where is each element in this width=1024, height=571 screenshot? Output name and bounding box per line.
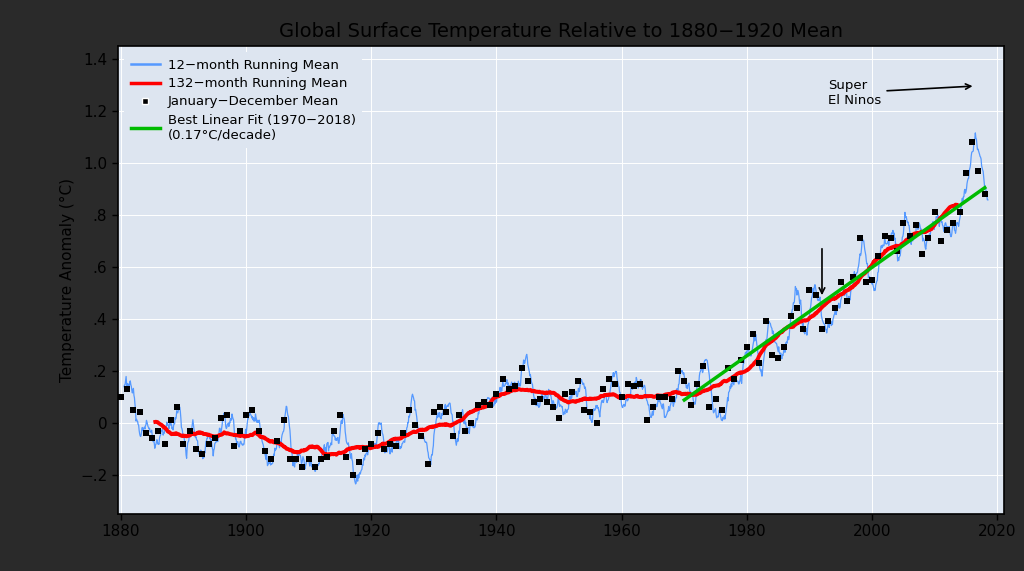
- Point: [601, 374, 617, 383]
- Point: [332, 411, 348, 420]
- Point: [551, 413, 567, 422]
- Point: [187, 444, 204, 453]
- Point: [651, 392, 668, 401]
- Point: [213, 413, 229, 422]
- Point: [138, 429, 155, 438]
- Point: [776, 343, 793, 352]
- Point: [620, 379, 636, 388]
- Point: [151, 426, 167, 435]
- Text: Super
El Ninos: Super El Ninos: [828, 78, 971, 107]
- Point: [744, 330, 761, 339]
- Point: [964, 138, 980, 147]
- Point: [845, 272, 861, 282]
- Point: [782, 312, 799, 321]
- Point: [814, 325, 830, 334]
- Point: [370, 429, 386, 438]
- Point: [957, 168, 974, 178]
- Point: [701, 403, 718, 412]
- Point: [632, 379, 648, 388]
- Title: Global Surface Temperature Relative to 1880−1920 Mean: Global Surface Temperature Relative to 1…: [279, 22, 843, 41]
- Point: [307, 463, 324, 472]
- Point: [125, 405, 141, 415]
- Point: [688, 379, 705, 388]
- Point: [169, 403, 185, 412]
- Point: [758, 317, 774, 326]
- Point: [977, 190, 993, 199]
- Point: [738, 343, 755, 352]
- Point: [382, 439, 398, 448]
- Point: [201, 439, 217, 448]
- Point: [231, 426, 248, 435]
- Point: [714, 405, 730, 415]
- Point: [795, 325, 811, 334]
- Point: [420, 460, 436, 469]
- Point: [313, 455, 330, 464]
- Point: [251, 426, 267, 435]
- Point: [858, 278, 874, 287]
- Point: [157, 439, 173, 448]
- Point: [933, 236, 949, 246]
- Point: [257, 447, 273, 456]
- Point: [820, 317, 837, 326]
- Point: [732, 356, 749, 365]
- Point: [444, 431, 461, 440]
- Point: [300, 455, 316, 464]
- Point: [851, 234, 867, 243]
- Point: [921, 234, 937, 243]
- Point: [476, 397, 493, 407]
- Point: [626, 382, 642, 391]
- Point: [282, 455, 298, 464]
- Point: [294, 463, 310, 472]
- Point: [275, 416, 292, 425]
- Point: [407, 421, 423, 430]
- Point: [344, 471, 360, 480]
- Point: [914, 249, 931, 258]
- Point: [664, 395, 680, 404]
- Point: [195, 449, 211, 459]
- Point: [288, 455, 304, 464]
- Point: [764, 351, 780, 360]
- Point: [676, 377, 692, 386]
- Point: [451, 411, 467, 420]
- Point: [131, 408, 147, 417]
- Point: [901, 231, 918, 240]
- Point: [470, 400, 486, 409]
- Point: [951, 208, 968, 217]
- Point: [657, 392, 674, 401]
- Point: [144, 434, 161, 443]
- Point: [839, 296, 855, 305]
- Point: [119, 384, 135, 393]
- Point: [388, 442, 404, 451]
- Point: [752, 359, 768, 368]
- Point: [426, 408, 442, 417]
- Point: [457, 426, 473, 435]
- Point: [519, 377, 536, 386]
- Point: [670, 366, 686, 375]
- Point: [589, 419, 605, 428]
- Point: [945, 218, 962, 227]
- Point: [726, 374, 742, 383]
- Point: [488, 389, 505, 399]
- Point: [939, 226, 955, 235]
- Point: [877, 231, 893, 240]
- Point: [645, 403, 662, 412]
- Point: [225, 442, 242, 451]
- Point: [495, 374, 511, 383]
- Point: [219, 411, 236, 420]
- Point: [883, 234, 899, 243]
- Point: [263, 455, 280, 464]
- Point: [376, 444, 392, 453]
- Point: [513, 364, 529, 373]
- Point: [244, 405, 260, 415]
- Point: [482, 400, 499, 409]
- Point: [394, 429, 411, 438]
- Point: [175, 439, 191, 448]
- Point: [545, 403, 561, 412]
- Point: [833, 278, 849, 287]
- Point: [563, 387, 580, 396]
- Point: [501, 384, 517, 393]
- Point: [569, 377, 586, 386]
- Point: [788, 304, 805, 313]
- Point: [575, 405, 592, 415]
